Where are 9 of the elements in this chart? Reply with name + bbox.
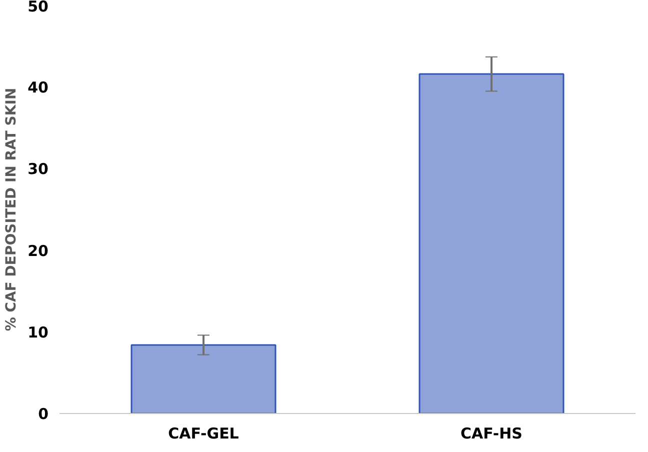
y-axis-title: % CAF DEPOSITED IN RAT SKIN bbox=[4, 88, 20, 332]
y-tick-label: 50 bbox=[28, 0, 48, 16]
y-tick-label: 40 bbox=[28, 78, 48, 97]
x-tick-label: CAF-GEL bbox=[168, 424, 240, 442]
x-tick-label: CAF-HS bbox=[460, 424, 523, 442]
y-tick-label: 30 bbox=[28, 160, 48, 178]
y-tick-label: 10 bbox=[28, 323, 48, 342]
y-tick-label: 0 bbox=[38, 405, 48, 423]
y-tick-label: 20 bbox=[28, 242, 48, 260]
